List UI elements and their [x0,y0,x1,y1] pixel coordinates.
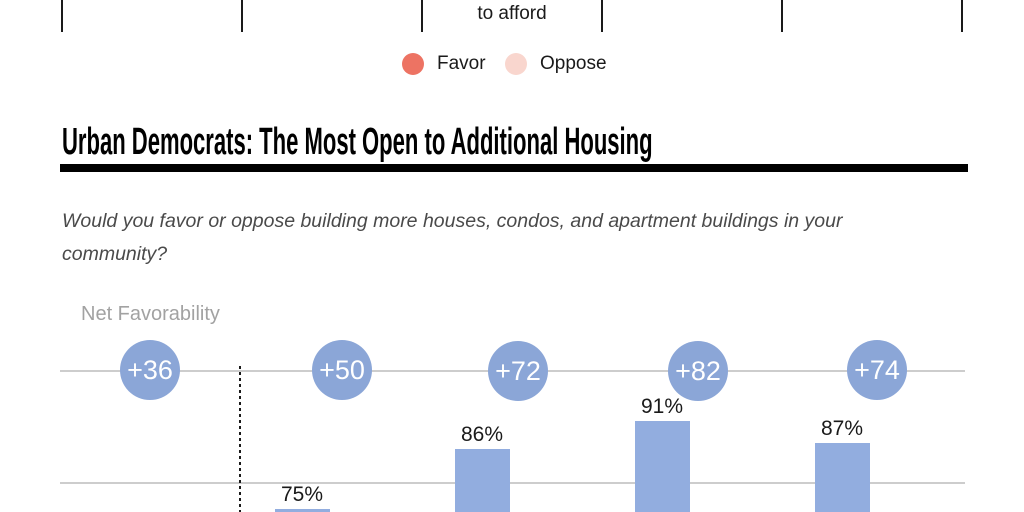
favor-bar [815,443,870,512]
net-favorability-badge: +82 [668,341,728,401]
legend-oppose-label: Oppose [540,53,607,74]
bar-value-label: 86% [460,423,504,446]
legend-favor-dot-icon [402,53,424,75]
legend-favor-label: Favor [437,53,486,74]
bar-value-label: 75% [280,483,324,506]
bar-value-label: 91% [640,395,684,418]
net-favorability-badge: +36 [120,340,180,400]
net-favorability-badge: +50 [312,340,372,400]
net-favorability-badge: +74 [847,340,907,400]
prev-chart-column-divider [781,0,783,32]
prev-chart-column-divider [961,0,963,32]
gridline-80 [60,482,965,484]
favor-bar [635,421,690,512]
net-favorability-label: Net Favorability [81,303,220,325]
bar-value-label: 87% [820,417,864,440]
survey-question: Would you favor or oppose building more … [62,210,843,265]
favor-bar [275,509,330,512]
favor-bar [455,449,510,512]
legend-oppose-dot-icon [505,53,527,75]
net-favorability-badge: +72 [488,341,548,401]
prev-chart-column-divider [61,0,63,32]
prev-chart-axis-label: to afford [477,3,547,24]
prev-chart-column-divider [421,0,423,32]
title-underline [60,164,968,172]
dotted-divider-line [239,366,241,512]
page-title: Urban Democrats: The Most Open to Additi… [62,121,653,163]
prev-chart-column-divider [601,0,603,32]
prev-chart-column-divider [241,0,243,32]
